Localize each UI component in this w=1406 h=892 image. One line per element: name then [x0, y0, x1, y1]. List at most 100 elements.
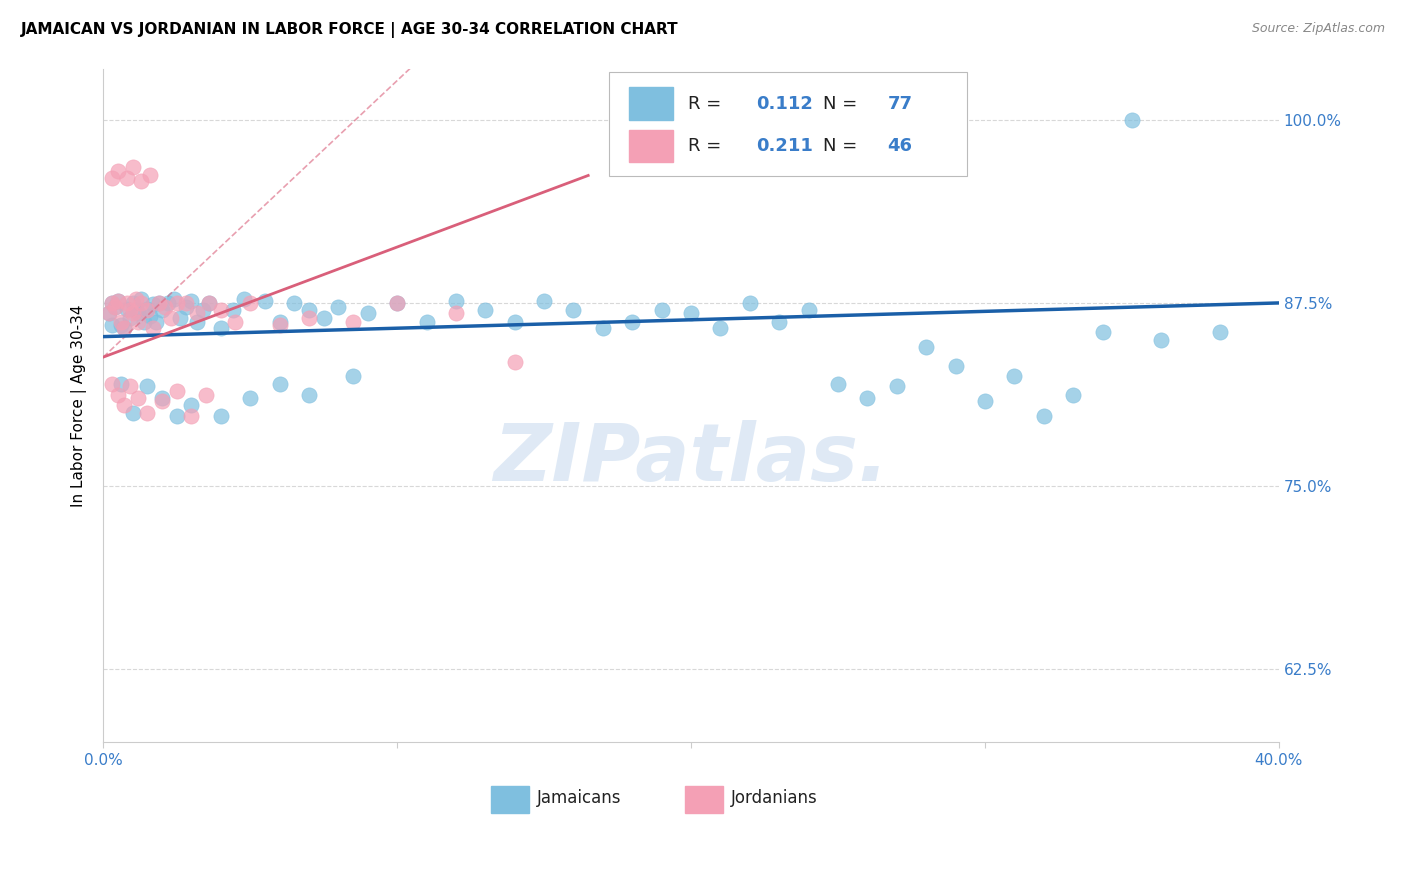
Point — [131, 174, 153, 188]
Point — [121, 306, 143, 320]
Point — [127, 391, 149, 405]
Point — [474, 303, 496, 318]
Point — [1209, 325, 1232, 339]
Y-axis label: In Labor Force | Age 30-34: In Labor Force | Age 30-34 — [72, 304, 87, 507]
Point — [533, 294, 555, 309]
Point — [269, 318, 291, 332]
Point — [415, 315, 437, 329]
Point — [915, 340, 938, 354]
Point — [174, 301, 197, 315]
Point — [110, 318, 132, 332]
Point — [681, 306, 703, 320]
Point — [166, 296, 188, 310]
Point — [112, 321, 135, 335]
Point — [142, 321, 165, 335]
Point — [148, 296, 170, 310]
Point — [139, 169, 162, 183]
Point — [298, 303, 321, 318]
Point — [856, 391, 879, 405]
Point — [186, 306, 208, 320]
Point — [1121, 112, 1143, 127]
Point — [269, 315, 291, 329]
Point — [357, 306, 380, 320]
Point — [121, 296, 143, 310]
Point — [886, 379, 908, 393]
Point — [107, 164, 129, 178]
Point — [107, 388, 129, 402]
FancyBboxPatch shape — [491, 786, 529, 814]
Point — [118, 379, 141, 393]
Point — [209, 409, 232, 423]
Point — [342, 315, 364, 329]
Text: 77: 77 — [887, 95, 912, 112]
Point — [797, 303, 820, 318]
Point — [709, 321, 731, 335]
Point — [195, 388, 218, 402]
Point — [101, 296, 124, 310]
Point — [444, 294, 467, 309]
Text: R =: R = — [688, 137, 721, 155]
Point — [328, 301, 350, 315]
Point — [1150, 333, 1173, 347]
Point — [118, 310, 141, 325]
Point — [562, 303, 585, 318]
Text: N =: N = — [823, 137, 858, 155]
Point — [1032, 409, 1054, 423]
Point — [121, 406, 143, 420]
Point — [150, 394, 173, 409]
Point — [385, 296, 408, 310]
Point — [180, 399, 202, 413]
Point — [127, 306, 149, 320]
Text: 0.211: 0.211 — [756, 137, 813, 155]
Point — [121, 160, 143, 174]
Point — [142, 297, 165, 311]
Point — [974, 394, 997, 409]
Point — [180, 409, 202, 423]
Point — [104, 301, 127, 315]
Point — [136, 406, 159, 420]
Point — [209, 321, 232, 335]
Text: JAMAICAN VS JORDANIAN IN LABOR FORCE | AGE 30-34 CORRELATION CHART: JAMAICAN VS JORDANIAN IN LABOR FORCE | A… — [21, 22, 679, 38]
Point — [115, 296, 138, 310]
Text: Jordanians: Jordanians — [731, 789, 818, 806]
Point — [444, 306, 467, 320]
Point — [101, 296, 124, 310]
Text: R =: R = — [688, 95, 721, 112]
Point — [131, 296, 153, 310]
Point — [738, 296, 761, 310]
Point — [191, 303, 214, 318]
Point — [153, 301, 176, 315]
FancyBboxPatch shape — [628, 87, 673, 120]
Point — [1062, 388, 1084, 402]
Point — [298, 388, 321, 402]
Point — [112, 321, 135, 335]
Point — [166, 384, 188, 398]
Point — [198, 296, 221, 310]
Point — [136, 379, 159, 393]
Point — [503, 354, 526, 368]
Point — [101, 171, 124, 186]
Point — [503, 315, 526, 329]
Point — [148, 296, 170, 310]
Point — [107, 294, 129, 309]
Point — [110, 376, 132, 391]
Point — [131, 292, 153, 306]
Point — [98, 306, 121, 320]
Point — [159, 310, 181, 325]
Point — [209, 303, 232, 318]
Point — [174, 296, 197, 310]
Point — [139, 309, 162, 323]
Point — [110, 315, 132, 329]
Point — [104, 301, 127, 315]
Point — [186, 315, 208, 329]
Text: N =: N = — [823, 95, 858, 112]
Point — [107, 294, 129, 309]
Point — [124, 303, 146, 318]
FancyBboxPatch shape — [609, 72, 967, 177]
Point — [118, 303, 141, 318]
Point — [1091, 325, 1114, 339]
Point — [169, 310, 191, 325]
Point — [134, 315, 156, 329]
Point — [224, 315, 246, 329]
Point — [150, 391, 173, 405]
